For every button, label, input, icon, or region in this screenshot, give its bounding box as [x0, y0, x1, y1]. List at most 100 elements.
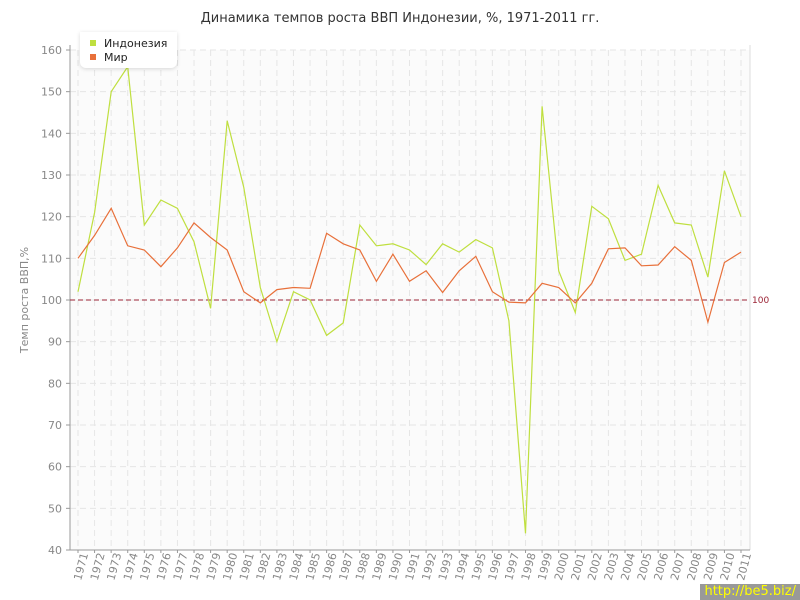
data-point: [673, 221, 676, 224]
data-point: [524, 301, 527, 304]
y-tick-label: 130: [41, 169, 62, 182]
chart-title: Динамика темпов роста ВВП Индонезии, %, …: [201, 11, 600, 26]
data-point: [557, 286, 560, 289]
data-point: [193, 221, 196, 224]
data-point: [474, 238, 477, 241]
data-point: [607, 247, 610, 250]
legend-item-world[interactable]: Мир: [90, 50, 167, 64]
data-point: [342, 321, 345, 324]
y-tick-label: 110: [41, 252, 62, 265]
data-point: [673, 245, 676, 248]
data-point: [524, 532, 527, 535]
legend-label: Мир: [104, 50, 128, 64]
watermark: http://be5.biz/: [700, 584, 800, 600]
data-point: [574, 311, 577, 314]
data-point: [143, 249, 146, 252]
data-point: [259, 286, 262, 289]
data-point: [209, 307, 212, 310]
y-tick-label: 60: [48, 461, 62, 474]
x-tick-label: 2011: [734, 551, 754, 581]
data-point: [193, 240, 196, 243]
data-point: [706, 321, 709, 324]
y-axis: 40 50 60 70 80 90 100 110 120 130 140 150 160: [41, 44, 71, 557]
data-point: [309, 287, 312, 290]
data-point: [176, 246, 179, 249]
data-point: [408, 280, 411, 283]
data-point: [740, 251, 743, 254]
reference-line-group: 100: [70, 296, 769, 306]
data-point: [441, 242, 444, 245]
data-point: [77, 257, 80, 260]
data-point: [375, 280, 378, 283]
data-point: [640, 253, 643, 256]
y-tick-label: 80: [48, 377, 62, 390]
data-point: [723, 261, 726, 264]
data-point: [458, 269, 461, 272]
data-point: [309, 299, 312, 302]
data-point: [159, 199, 162, 202]
data-point: [292, 290, 295, 293]
y-tick-label: 140: [41, 127, 62, 140]
data-point: [259, 301, 262, 304]
data-point: [425, 269, 428, 272]
data-point: [723, 169, 726, 172]
data-point: [342, 242, 345, 245]
y-tick-label: 100: [41, 294, 62, 307]
data-point: [425, 263, 428, 266]
y-tick-label: 40: [48, 544, 62, 557]
x-axis: 1971197219731974197519761977197819791980…: [70, 549, 754, 582]
y-tick-label: 70: [48, 419, 62, 432]
data-point: [657, 184, 660, 187]
series-lines: [77, 64, 743, 535]
data-point: [441, 291, 444, 294]
data-point: [176, 207, 179, 210]
data-point: [607, 217, 610, 220]
data-point: [408, 249, 411, 252]
data-point: [541, 282, 544, 285]
data-point: [358, 249, 361, 252]
data-point: [226, 119, 229, 122]
data-point: [242, 186, 245, 189]
data-point: [209, 236, 212, 239]
data-point: [474, 255, 477, 258]
reference-line-label: 100: [752, 296, 769, 306]
data-point: [110, 207, 113, 210]
data-point: [623, 246, 626, 249]
legend-item-indonesia[interactable]: Индонезия: [90, 36, 167, 50]
data-point: [110, 90, 113, 93]
data-point: [458, 251, 461, 254]
data-point: [657, 264, 660, 267]
data-point: [507, 301, 510, 304]
data-point: [541, 105, 544, 108]
data-point: [292, 286, 295, 289]
data-point: [275, 288, 278, 291]
y-tick-label: 50: [48, 502, 62, 515]
data-point: [226, 249, 229, 252]
data-point: [325, 232, 328, 235]
data-point: [391, 242, 394, 245]
data-point: [590, 205, 593, 208]
data-point: [375, 244, 378, 247]
data-point: [690, 259, 693, 262]
y-axis-label: Темп роста ВВП,%: [18, 247, 31, 354]
data-point: [623, 259, 626, 262]
data-point: [740, 215, 743, 218]
legend: Индонезия Мир: [80, 32, 178, 68]
data-point: [491, 290, 494, 293]
y-tick-label: 120: [41, 211, 62, 224]
series-line-world: [77, 207, 742, 325]
data-point: [242, 290, 245, 293]
data-point: [93, 234, 96, 237]
data-point: [77, 290, 80, 293]
data-point: [159, 265, 162, 268]
data-point: [640, 264, 643, 267]
data-point: [507, 319, 510, 322]
data-point: [93, 211, 96, 214]
data-point: [143, 224, 146, 227]
data-point: [325, 334, 328, 337]
data-point: [574, 301, 577, 304]
data-point: [557, 269, 560, 272]
legend-swatch: [90, 40, 96, 46]
data-point: [358, 224, 361, 227]
